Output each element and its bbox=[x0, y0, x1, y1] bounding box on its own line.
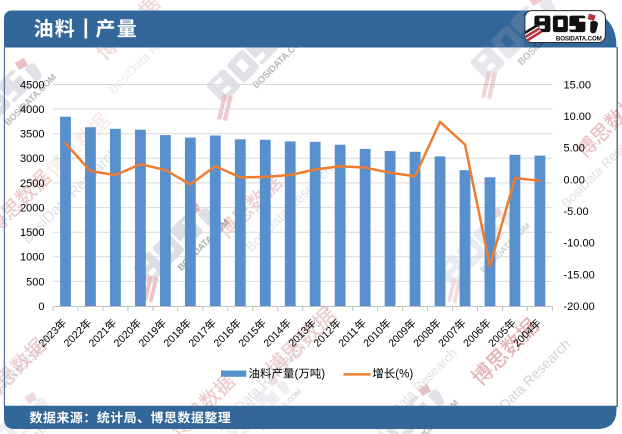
svg-text:10.00: 10.00 bbox=[564, 111, 592, 123]
svg-text:(%): (%) bbox=[395, 369, 413, 381]
svg-text:15.00: 15.00 bbox=[564, 79, 592, 91]
svg-text:3000: 3000 bbox=[20, 153, 44, 165]
svg-text:-10.00: -10.00 bbox=[564, 238, 595, 250]
svg-text:3500: 3500 bbox=[20, 129, 44, 141]
svg-text:4500: 4500 bbox=[20, 79, 44, 91]
svg-text:-5.00: -5.00 bbox=[564, 206, 589, 218]
svg-text:(: ( bbox=[295, 369, 299, 381]
svg-text:0.00: 0.00 bbox=[564, 174, 585, 186]
svg-text:0: 0 bbox=[38, 301, 44, 313]
svg-text:2000: 2000 bbox=[20, 203, 44, 215]
svg-text:-15.00: -15.00 bbox=[564, 269, 595, 281]
svg-text:5.00: 5.00 bbox=[564, 143, 585, 155]
svg-text:): ) bbox=[321, 369, 325, 381]
svg-text:4000: 4000 bbox=[20, 104, 44, 116]
svg-text:2500: 2500 bbox=[20, 178, 44, 190]
svg-text:1500: 1500 bbox=[20, 227, 44, 239]
svg-text:500: 500 bbox=[26, 276, 44, 288]
svg-text:1000: 1000 bbox=[20, 252, 44, 264]
svg-text:-20.00: -20.00 bbox=[564, 301, 595, 313]
